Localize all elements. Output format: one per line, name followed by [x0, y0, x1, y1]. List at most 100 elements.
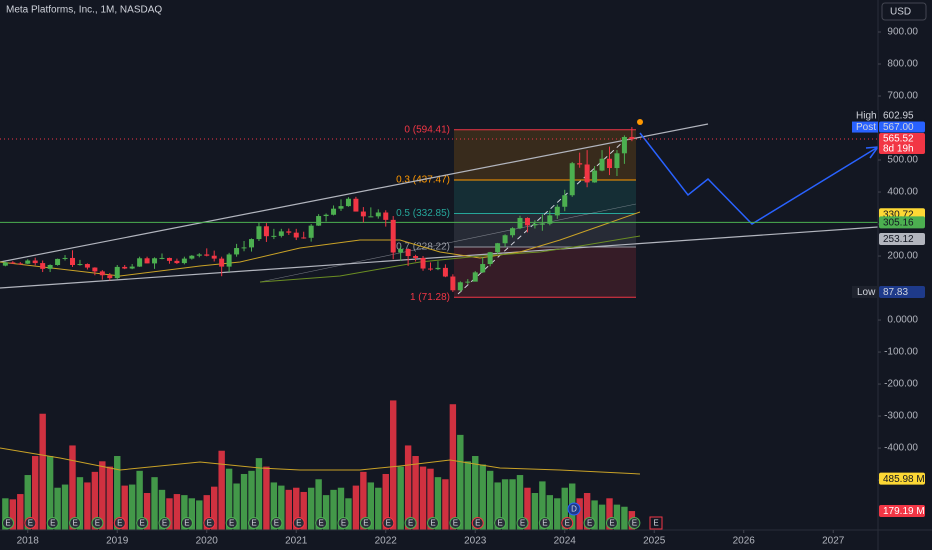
candle-body: [17, 263, 23, 265]
volume-bar: [375, 487, 382, 530]
chart-title: Meta Platforms, Inc., 1M, NASDAQ: [6, 5, 162, 16]
trend-line: [0, 226, 879, 289]
fib-label: 0.3 (437.47): [396, 175, 450, 186]
candle-body: [562, 195, 568, 207]
candle-body: [248, 239, 254, 248]
candle-body: [301, 237, 307, 239]
fib-label: 0.5 (332.85): [396, 208, 450, 219]
earnings-icon: [113, 517, 126, 529]
volume-bar: [330, 489, 337, 530]
earnings-label: E: [274, 519, 279, 528]
earnings-label: E: [5, 519, 10, 528]
x-tick-label: 2027: [822, 536, 845, 547]
earnings-label: E: [497, 519, 502, 528]
candle-body: [166, 257, 172, 261]
candle-body: [234, 248, 240, 255]
moving-average: [0, 211, 641, 277]
volume-bar: [248, 470, 255, 530]
volume-bar: [360, 471, 367, 530]
earnings-label: E: [408, 519, 413, 528]
price-badge: [879, 121, 925, 133]
earnings-icon: [136, 517, 149, 529]
candle-body: [137, 258, 143, 267]
volume-bar: [240, 473, 248, 530]
candle-body: [114, 266, 120, 279]
candle-body: [308, 225, 314, 238]
earnings-label: E: [50, 519, 55, 528]
earnings-label: E: [251, 519, 256, 528]
currency-button[interactable]: [881, 2, 927, 21]
volume-bar: [524, 487, 531, 530]
volume-bar: [404, 445, 412, 530]
candle-body: [427, 268, 433, 270]
candle-body: [159, 257, 165, 259]
earnings-icon: [248, 517, 261, 529]
y-tick-label: -400.00: [884, 443, 918, 454]
candle-body: [99, 271, 105, 276]
earnings-label: E: [140, 519, 145, 528]
earnings-label: E: [475, 519, 480, 528]
earnings-icon: [494, 517, 507, 529]
candle-body: [592, 170, 598, 183]
earnings-icon: [69, 517, 82, 529]
candle-body: [621, 136, 627, 154]
currency[interactable]: USD: [890, 7, 911, 18]
volume-bar: [106, 466, 113, 530]
volume-bar: [166, 498, 173, 530]
volume-bar: [337, 487, 345, 530]
volume-bar: [479, 464, 486, 530]
last-price: 565.52: [883, 134, 914, 145]
volume-bar: [501, 479, 509, 530]
indicator-badge: [879, 216, 925, 229]
candle-body: [25, 260, 31, 264]
volume-badge: [879, 505, 925, 518]
volume-bar: [419, 466, 427, 530]
earnings-label: E: [117, 519, 122, 528]
candle-body: [271, 235, 277, 237]
earnings-icon: [404, 517, 417, 529]
volume-bar: [76, 477, 84, 530]
volume-bar: [390, 400, 397, 530]
earnings-label: E: [207, 519, 212, 528]
candle-body: [517, 217, 523, 229]
candle-body: [435, 267, 441, 270]
earnings-label: E: [95, 519, 100, 528]
earnings-icon: [158, 517, 171, 529]
volume-bar: [606, 498, 613, 530]
volume-bar: [561, 487, 568, 530]
volume-bar: [225, 468, 233, 530]
x-tick-label: 2023: [464, 536, 487, 547]
candle-body: [405, 248, 411, 257]
volume-bar: [315, 479, 322, 530]
volume-bar: [84, 482, 91, 530]
y-tick-label: -200.00: [884, 379, 918, 390]
y-tick-label: -300.00: [884, 411, 918, 422]
volume-bar: [99, 461, 106, 530]
y-tick-label: 0.0000: [887, 315, 918, 326]
earnings-label: E: [587, 519, 592, 528]
candle-body: [599, 158, 605, 171]
candle-body: [122, 266, 128, 269]
marker-dot: [637, 119, 643, 125]
volume-bar: [427, 468, 434, 530]
badge-name-box: [852, 121, 878, 133]
volume-bar: [464, 461, 471, 530]
candle-body: [413, 256, 419, 258]
candle-body: [129, 266, 135, 269]
earnings-icon: [46, 517, 59, 529]
volume-badge-label: 485.98 M: [883, 474, 925, 485]
volume-bar: [322, 495, 330, 530]
earnings-icon: [270, 517, 283, 529]
earnings-icon: [91, 517, 104, 529]
candle-body: [40, 263, 46, 269]
earnings-icon: [315, 517, 328, 529]
volume-bar: [151, 477, 158, 530]
earnings-icon: [2, 517, 14, 529]
price-badge: [879, 110, 925, 122]
earnings-icon: [449, 517, 462, 529]
earnings-label: E: [565, 519, 570, 528]
fib-zone: [454, 180, 636, 214]
earnings-label: E: [386, 519, 391, 528]
